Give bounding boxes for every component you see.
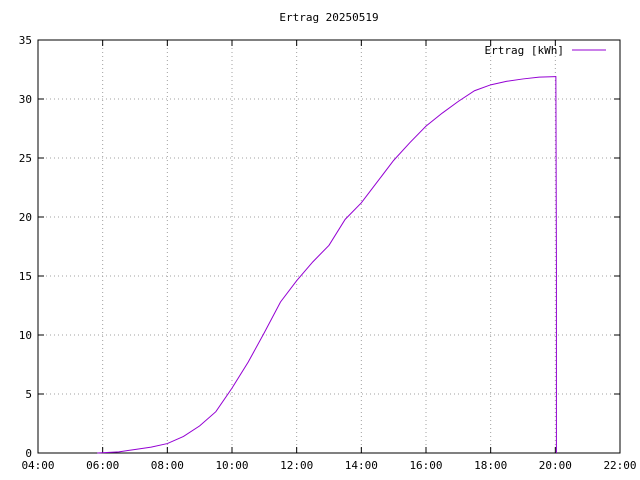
x-tick-label: 08:00 [151,459,184,472]
x-tick-label: 06:00 [86,459,119,472]
x-tick-label: 12:00 [280,459,313,472]
chart-title: Ertrag 20250519 [279,11,378,24]
x-tick-label: 04:00 [21,459,54,472]
x-tick-label: 14:00 [345,459,378,472]
x-tick-label: 16:00 [409,459,442,472]
legend-label: Ertrag [kWh] [485,44,564,57]
x-tick-label: 18:00 [474,459,507,472]
y-tick-label: 0 [25,447,32,460]
x-tick-label: 22:00 [603,459,636,472]
x-tick-label: 10:00 [215,459,248,472]
y-tick-label: 15 [19,270,32,283]
data-line [97,76,557,454]
y-tick-label: 10 [19,329,32,342]
y-tick-label: 20 [19,211,32,224]
y-tick-label: 25 [19,152,32,165]
plot-border [37,39,621,454]
x-tick-label: 20:00 [539,459,572,472]
y-tick-label: 35 [19,34,32,47]
y-tick-label: 5 [25,388,32,401]
y-tick-label: 30 [19,93,32,106]
